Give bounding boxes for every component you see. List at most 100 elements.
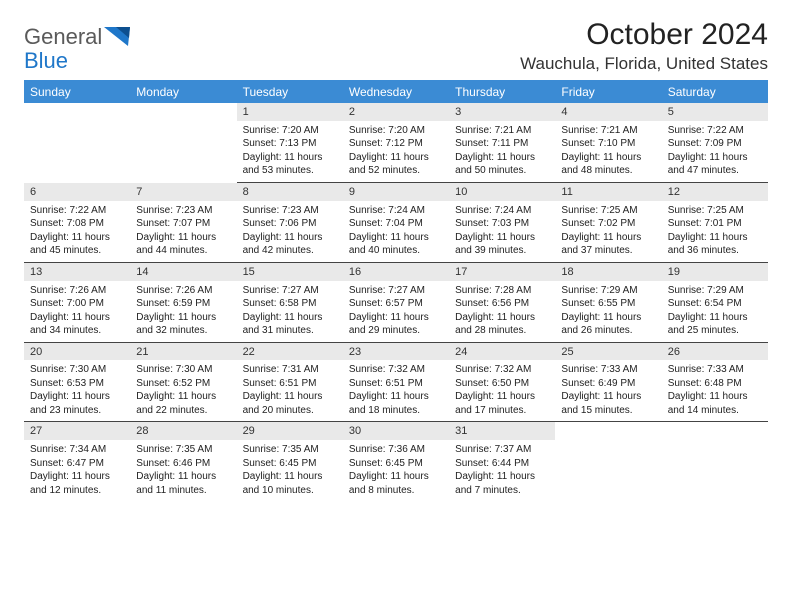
calendar-cell: 13Sunrise: 7:26 AMSunset: 7:00 PMDayligh… <box>24 263 130 343</box>
daylight-text: and 20 minutes. <box>243 404 337 418</box>
sunset-text: Sunset: 7:07 PM <box>136 217 230 231</box>
daylight-text: Daylight: 11 hours <box>136 231 230 245</box>
daylight-text: and 23 minutes. <box>30 404 124 418</box>
day-number: 10 <box>449 183 555 201</box>
day-number: 5 <box>662 103 768 121</box>
sunset-text: Sunset: 6:56 PM <box>455 297 549 311</box>
daylight-text: Daylight: 11 hours <box>30 470 124 484</box>
daylight-text: Daylight: 11 hours <box>455 470 549 484</box>
calendar-cell: 24Sunrise: 7:32 AMSunset: 6:50 PMDayligh… <box>449 343 555 423</box>
title-block: October 2024 Wauchula, Florida, United S… <box>520 18 768 74</box>
logo: General Blue <box>24 18 130 74</box>
day-header-saturday: Saturday <box>662 80 768 103</box>
logo-blue-text: Blue <box>24 48 102 74</box>
day-number: 2 <box>343 103 449 121</box>
sunset-text: Sunset: 7:10 PM <box>561 137 655 151</box>
daylight-text: and 15 minutes. <box>561 404 655 418</box>
calendar-grid: SundayMondayTuesdayWednesdayThursdayFrid… <box>24 80 768 501</box>
sunset-text: Sunset: 7:13 PM <box>243 137 337 151</box>
sunset-text: Sunset: 7:02 PM <box>561 217 655 231</box>
day-number: 4 <box>555 103 661 121</box>
logo-text-column: General Blue <box>24 24 102 74</box>
day-number: 21 <box>130 343 236 361</box>
calendar-cell: 11Sunrise: 7:25 AMSunset: 7:02 PMDayligh… <box>555 183 661 263</box>
calendar-cell: 28Sunrise: 7:35 AMSunset: 6:46 PMDayligh… <box>130 422 236 501</box>
sunrise-text: Sunrise: 7:28 AM <box>455 284 549 298</box>
calendar-cell: 22Sunrise: 7:31 AMSunset: 6:51 PMDayligh… <box>237 343 343 423</box>
sunset-text: Sunset: 7:09 PM <box>668 137 762 151</box>
sunset-text: Sunset: 7:00 PM <box>30 297 124 311</box>
sunrise-text: Sunrise: 7:21 AM <box>455 124 549 138</box>
day-number: 25 <box>555 343 661 361</box>
daylight-text: Daylight: 11 hours <box>349 151 443 165</box>
sunset-text: Sunset: 7:03 PM <box>455 217 549 231</box>
daylight-text: and 31 minutes. <box>243 324 337 338</box>
calendar-cell: 2Sunrise: 7:20 AMSunset: 7:12 PMDaylight… <box>343 103 449 183</box>
sunset-text: Sunset: 6:58 PM <box>243 297 337 311</box>
sunrise-text: Sunrise: 7:32 AM <box>349 363 443 377</box>
day-number: 23 <box>343 343 449 361</box>
daylight-text: Daylight: 11 hours <box>561 231 655 245</box>
sunrise-text: Sunrise: 7:32 AM <box>455 363 549 377</box>
location-text: Wauchula, Florida, United States <box>520 54 768 74</box>
sunrise-text: Sunrise: 7:25 AM <box>668 204 762 218</box>
day-number: 17 <box>449 263 555 281</box>
daylight-text: and 26 minutes. <box>561 324 655 338</box>
sunset-text: Sunset: 6:51 PM <box>243 377 337 391</box>
sunrise-text: Sunrise: 7:26 AM <box>30 284 124 298</box>
day-number: 3 <box>449 103 555 121</box>
sunrise-text: Sunrise: 7:21 AM <box>561 124 655 138</box>
daylight-text: and 52 minutes. <box>349 164 443 178</box>
day-number: 7 <box>130 183 236 201</box>
day-number: 31 <box>449 422 555 440</box>
sunset-text: Sunset: 7:06 PM <box>243 217 337 231</box>
daylight-text: and 50 minutes. <box>455 164 549 178</box>
daylight-text: Daylight: 11 hours <box>243 151 337 165</box>
calendar-cell: 27Sunrise: 7:34 AMSunset: 6:47 PMDayligh… <box>24 422 130 501</box>
calendar-cell: 8Sunrise: 7:23 AMSunset: 7:06 PMDaylight… <box>237 183 343 263</box>
daylight-text: Daylight: 11 hours <box>30 231 124 245</box>
day-number: 13 <box>24 263 130 281</box>
sunset-text: Sunset: 6:45 PM <box>243 457 337 471</box>
day-number: 8 <box>237 183 343 201</box>
sunrise-text: Sunrise: 7:27 AM <box>349 284 443 298</box>
daylight-text: and 32 minutes. <box>136 324 230 338</box>
sunrise-text: Sunrise: 7:23 AM <box>136 204 230 218</box>
daylight-text: and 40 minutes. <box>349 244 443 258</box>
day-number: 12 <box>662 183 768 201</box>
daylight-text: and 12 minutes. <box>30 484 124 498</box>
calendar-cell: 29Sunrise: 7:35 AMSunset: 6:45 PMDayligh… <box>237 422 343 501</box>
calendar-cell: 18Sunrise: 7:29 AMSunset: 6:55 PMDayligh… <box>555 263 661 343</box>
daylight-text: Daylight: 11 hours <box>349 470 443 484</box>
daylight-text: and 14 minutes. <box>668 404 762 418</box>
day-number: 18 <box>555 263 661 281</box>
sunrise-text: Sunrise: 7:29 AM <box>561 284 655 298</box>
daylight-text: and 47 minutes. <box>668 164 762 178</box>
daylight-text: Daylight: 11 hours <box>455 311 549 325</box>
daylight-text: and 48 minutes. <box>561 164 655 178</box>
week-row: 20Sunrise: 7:30 AMSunset: 6:53 PMDayligh… <box>24 343 768 423</box>
day-number: 28 <box>130 422 236 440</box>
sunset-text: Sunset: 6:46 PM <box>136 457 230 471</box>
sunrise-text: Sunrise: 7:30 AM <box>30 363 124 377</box>
weeks-container: 1Sunrise: 7:20 AMSunset: 7:13 PMDaylight… <box>24 103 768 501</box>
daylight-text: Daylight: 11 hours <box>561 151 655 165</box>
day-header-tuesday: Tuesday <box>237 80 343 103</box>
sunrise-text: Sunrise: 7:24 AM <box>455 204 549 218</box>
sunrise-text: Sunrise: 7:22 AM <box>668 124 762 138</box>
sunset-text: Sunset: 6:50 PM <box>455 377 549 391</box>
daylight-text: Daylight: 11 hours <box>349 390 443 404</box>
daylight-text: Daylight: 11 hours <box>561 390 655 404</box>
daylight-text: Daylight: 11 hours <box>668 311 762 325</box>
day-number: 29 <box>237 422 343 440</box>
sunrise-text: Sunrise: 7:30 AM <box>136 363 230 377</box>
day-number: 22 <box>237 343 343 361</box>
calendar-cell: 25Sunrise: 7:33 AMSunset: 6:49 PMDayligh… <box>555 343 661 423</box>
calendar-cell: 23Sunrise: 7:32 AMSunset: 6:51 PMDayligh… <box>343 343 449 423</box>
daylight-text: Daylight: 11 hours <box>668 231 762 245</box>
sunrise-text: Sunrise: 7:34 AM <box>30 443 124 457</box>
sunset-text: Sunset: 6:55 PM <box>561 297 655 311</box>
daylight-text: and 18 minutes. <box>349 404 443 418</box>
calendar-cell: 9Sunrise: 7:24 AMSunset: 7:04 PMDaylight… <box>343 183 449 263</box>
daylight-text: and 7 minutes. <box>455 484 549 498</box>
